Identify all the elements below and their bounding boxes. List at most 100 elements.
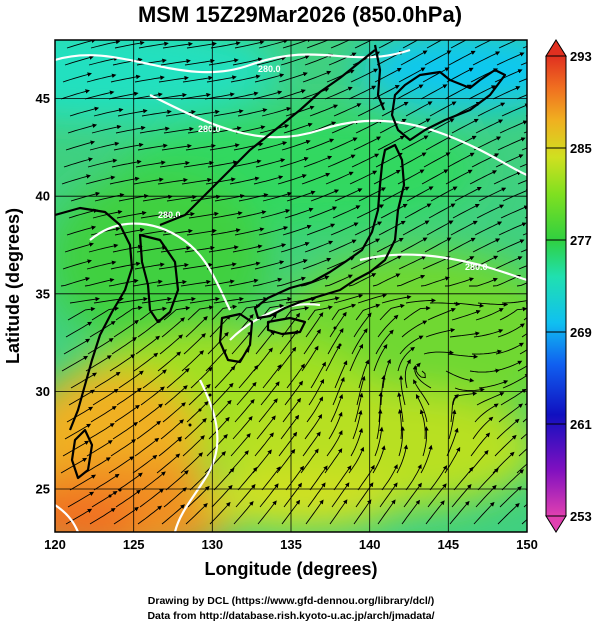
streamline <box>381 464 398 491</box>
streamline <box>116 210 147 219</box>
streamline <box>333 465 352 491</box>
streamline <box>472 238 501 253</box>
streamline <box>475 119 504 134</box>
sakhalin <box>373 44 386 111</box>
streamline <box>163 306 191 321</box>
streamline <box>94 193 125 202</box>
streamline <box>185 503 208 525</box>
streamline <box>380 203 408 219</box>
streamline <box>283 122 313 134</box>
streamline <box>350 427 364 457</box>
streamline <box>209 143 240 151</box>
streamline <box>377 499 396 525</box>
streamline <box>404 203 432 219</box>
streamline <box>397 408 403 440</box>
streamline <box>473 501 495 525</box>
streamline <box>305 499 324 525</box>
streamline <box>330 222 359 236</box>
streamline <box>426 40 443 49</box>
streamline <box>210 228 241 236</box>
streamline <box>403 305 431 321</box>
streamline <box>496 239 525 253</box>
streamline <box>187 305 214 321</box>
streamline <box>183 333 206 355</box>
streamline <box>498 403 524 423</box>
streamline <box>117 296 148 304</box>
streamline <box>525 488 527 491</box>
streamline <box>166 367 190 389</box>
streamline <box>499 120 527 134</box>
y-tick-label: 40 <box>36 189 50 204</box>
streamline <box>497 137 526 151</box>
x-tick-label: 140 <box>359 537 381 552</box>
streamline <box>452 391 478 406</box>
streamline <box>159 334 183 355</box>
streamline <box>502 373 527 389</box>
streamline <box>189 296 220 304</box>
x-tick-label: 150 <box>516 537 538 552</box>
streamline <box>357 102 386 117</box>
streamline <box>118 370 144 389</box>
streamline <box>88 56 119 66</box>
streamline <box>474 403 499 423</box>
streamline <box>397 392 404 423</box>
streamline <box>306 396 323 423</box>
streamline <box>229 176 260 185</box>
streamline <box>378 40 396 49</box>
streamline <box>516 282 527 287</box>
streamline <box>477 102 506 117</box>
streamline <box>63 338 91 355</box>
streamline <box>67 491 95 508</box>
streamline <box>157 177 188 185</box>
streamline <box>425 500 445 525</box>
streamline <box>211 304 238 321</box>
streamline <box>444 277 475 287</box>
streamline <box>136 420 162 440</box>
streamline <box>352 238 381 253</box>
streamline <box>447 152 475 168</box>
streamline <box>86 260 117 270</box>
y-tick-label: 25 <box>36 482 50 497</box>
streamline <box>451 309 481 321</box>
streamline <box>208 245 239 253</box>
streamline <box>302 257 332 270</box>
streamline <box>114 40 145 49</box>
streamline <box>91 124 122 134</box>
streamline <box>141 471 166 491</box>
streamline <box>373 344 388 372</box>
contour-label: 280.0 <box>158 210 181 220</box>
streamline <box>186 401 209 423</box>
streamline <box>331 120 360 134</box>
chart-title: MSM 15Z29Mar2026 (850.0hPa) <box>138 2 462 27</box>
streamline <box>230 433 251 457</box>
streamline <box>234 398 255 423</box>
streamline <box>112 244 143 253</box>
streamline <box>65 321 93 338</box>
streamline <box>354 40 373 49</box>
streamline <box>230 261 261 270</box>
streamline <box>308 378 325 406</box>
streamline <box>254 73 285 83</box>
streamline <box>93 107 124 117</box>
streamline <box>375 329 394 355</box>
streamline <box>137 318 163 338</box>
streamline <box>426 220 454 236</box>
streamline <box>278 72 308 83</box>
colorbar-body <box>545 55 567 517</box>
streamline <box>306 40 336 49</box>
streamline <box>156 279 187 287</box>
streamline <box>449 135 477 151</box>
streamline <box>444 446 461 474</box>
streamline <box>330 40 351 49</box>
streamline <box>157 351 182 372</box>
streamline <box>401 499 421 525</box>
streamline <box>429 301 461 307</box>
streamline <box>349 343 364 372</box>
streamline <box>62 72 92 83</box>
streamline <box>89 141 120 151</box>
streamline <box>132 454 158 474</box>
streamline <box>185 143 216 151</box>
streamline <box>261 466 281 491</box>
streamline <box>382 358 391 389</box>
streamline <box>372 85 400 100</box>
